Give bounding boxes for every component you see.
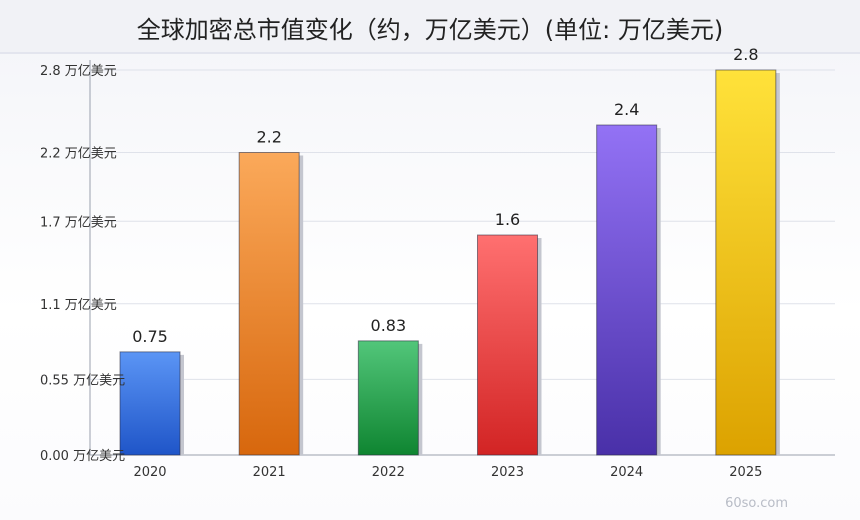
value-label: 0.83 (371, 316, 407, 335)
x-tick-label: 2021 (253, 465, 286, 480)
value-label: 2.2 (256, 128, 281, 147)
x-tick-label: 2020 (133, 465, 166, 480)
x-tick-label: 2022 (372, 465, 405, 480)
bar-2020 (119, 351, 181, 456)
x-tick-label: 2025 (729, 465, 762, 480)
title-bar (0, 0, 860, 54)
y-tick-label: 2.2 万亿美元 (40, 147, 117, 162)
bar-2022 (357, 340, 419, 456)
y-tick-label: 0.55 万亿美元 (40, 373, 125, 388)
bar-2025 (715, 69, 777, 456)
y-tick-label: 1.7 万亿美元 (40, 215, 117, 230)
value-label: 2.8 (733, 45, 758, 64)
watermark: 60so.com (725, 496, 788, 511)
value-label: 0.75 (132, 327, 168, 346)
y-tick-label: 1.1 万亿美元 (40, 298, 117, 313)
value-label: 1.6 (495, 210, 520, 229)
x-tick-label: 2023 (491, 465, 524, 480)
y-tick-label: 2.8 万亿美元 (40, 64, 117, 79)
y-tick-label: 0.00 万亿美元 (40, 449, 125, 464)
bar-2021 (238, 152, 300, 456)
value-label: 2.4 (614, 100, 639, 119)
chart-title: 全球加密总市值变化（约，万亿美元）(单位: 万亿美元) (136, 16, 724, 44)
x-tick-label: 2024 (610, 465, 643, 480)
bar-2024 (596, 124, 658, 456)
bar-2023 (477, 234, 538, 456)
